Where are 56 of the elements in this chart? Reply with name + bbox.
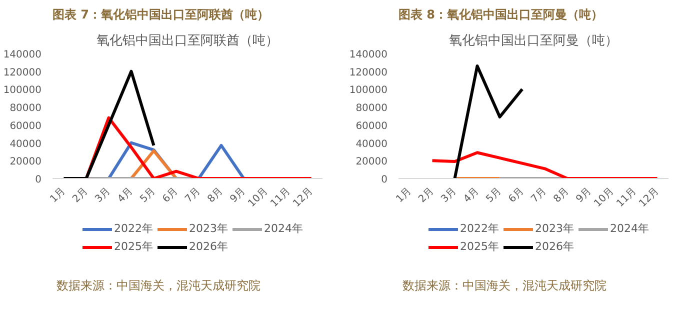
y-tick-label: 0 (381, 174, 388, 186)
x-tick-label: 6月 (160, 186, 180, 205)
y-tick-label: 100000 (349, 85, 388, 96)
x-tick-label: 10月 (246, 186, 270, 210)
x-tick-label: 7月 (183, 186, 203, 205)
x-tick-label: 4月 (116, 186, 136, 205)
x-tick-label: 10月 (592, 186, 616, 210)
legend-label: 2022年 (460, 221, 499, 236)
x-tick-label: 8月 (206, 186, 226, 205)
x-tick-label: 5月 (484, 186, 504, 205)
legend-label: 2023年 (189, 221, 228, 236)
y-tick-label: 140000 (349, 50, 388, 60)
legend-label: 2024年 (610, 221, 649, 236)
source-note: 数据来源：中国海关，混沌天成研究院 (402, 278, 606, 292)
x-tick-label: 12月 (637, 186, 662, 210)
legend-label: 2025年 (114, 239, 153, 254)
y-tick-label: 40000 (10, 138, 42, 150)
legend-label: 2022年 (114, 221, 153, 236)
chart-title: 图表 7：氧化铝中国出口至阿联酋（吨） (52, 8, 270, 22)
x-tick-label: 9月 (574, 186, 594, 205)
y-tick-label: 120000 (349, 67, 388, 78)
chart-subtitle: 氧化铝中国出口至阿联酋（吨） (96, 34, 278, 48)
x-tick-label: 9月 (228, 186, 248, 205)
y-tick-label: 120000 (3, 67, 42, 78)
x-tick-label: 1月 (48, 186, 68, 205)
x-tick-label: 11月 (614, 186, 639, 210)
x-tick-label: 4月 (462, 186, 482, 205)
y-tick-label: 140000 (3, 50, 42, 60)
y-tick-label: 80000 (10, 103, 42, 114)
legend-label: 2023年 (535, 221, 574, 236)
x-tick-label: 6月 (506, 186, 526, 205)
y-tick-label: 20000 (10, 156, 42, 168)
chart-subtitle: 氧化铝中国出口至阿曼（吨） (449, 34, 618, 48)
legend-label: 2025年 (460, 239, 499, 254)
y-tick-label: 0 (35, 174, 42, 186)
chart-title: 图表 8：氧化铝中国出口至阿曼（吨） (398, 8, 604, 22)
y-tick-label: 60000 (356, 120, 388, 132)
x-tick-label: 1月 (394, 186, 414, 205)
x-tick-label: 3月 (439, 186, 459, 205)
x-tick-label: 3月 (93, 186, 113, 205)
x-tick-label: 12月 (291, 186, 316, 210)
source-note: 数据来源：中国海关，混沌天成研究院 (56, 278, 260, 292)
x-tick-label: 5月 (138, 186, 158, 205)
y-tick-label: 20000 (356, 156, 388, 168)
x-tick-label: 7月 (529, 186, 549, 205)
legend-label: 2024年 (264, 221, 303, 236)
y-tick-label: 60000 (10, 120, 42, 132)
x-tick-label: 2月 (70, 186, 90, 205)
x-tick-label: 2月 (416, 186, 436, 205)
y-tick-label: 80000 (356, 103, 388, 114)
x-tick-label: 8月 (552, 186, 572, 205)
x-tick-label: 11月 (268, 186, 293, 210)
legend-label: 2026年 (535, 239, 574, 254)
legend-label: 2026年 (189, 239, 228, 254)
y-tick-label: 40000 (356, 138, 388, 150)
y-tick-label: 100000 (3, 85, 42, 96)
